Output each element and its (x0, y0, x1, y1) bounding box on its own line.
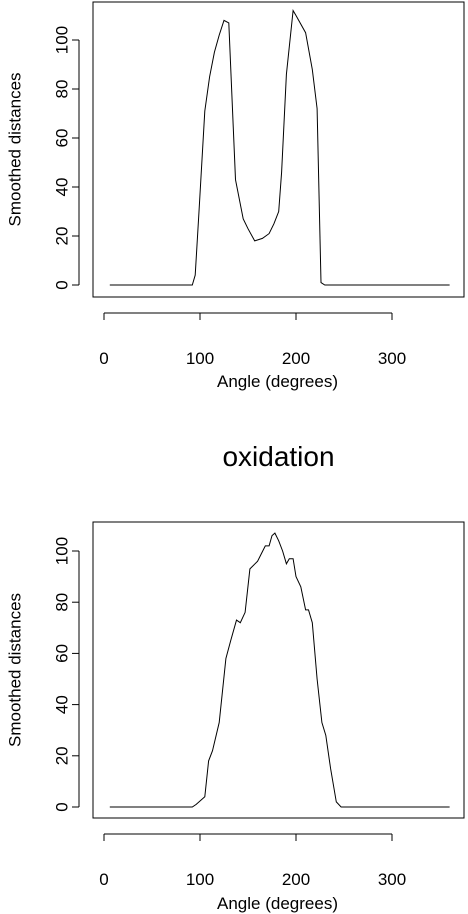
chart-2-x-tick-label: 0 (99, 870, 108, 889)
chart-2-x-tick-label: 300 (378, 870, 406, 889)
chart-2-x-axis-title: Angle (degrees) (217, 894, 338, 913)
chart-2-y-tick-label: 40 (53, 695, 72, 714)
chart-1-y-tick-label: 0 (53, 280, 72, 289)
chart-2-x-tick-label: 100 (186, 870, 214, 889)
chart-2-x-tick-label: 200 (282, 870, 310, 889)
chart-1-x-axis-title: Angle (degrees) (217, 372, 338, 391)
chart-1-x-tick-label: 200 (282, 349, 310, 368)
chart-2-series-line (109, 532, 450, 808)
chart-2-y-tick-label: 20 (53, 746, 72, 765)
chart-1-y-tick-label: 100 (53, 26, 72, 54)
chart-1-plot-frame (92, 1, 465, 298)
chart-2-y-axis-title: Smoothed distances (6, 593, 25, 747)
chart-2-y-tick-label: 0 (53, 802, 72, 811)
chart-1-y-axis-title: Smoothed distances (6, 72, 25, 226)
chart-2-y-tick-label: 80 (53, 593, 72, 612)
chart-2-y-tick-label: 100 (53, 537, 72, 565)
chart-1-series-line (109, 9, 450, 286)
chart-1-y-tick-label: 80 (53, 80, 72, 99)
chart-2-y-tick-label: 60 (53, 644, 72, 663)
chart-1-y-tick-label: 20 (53, 227, 72, 246)
chart-1-x-tick-label: 0 (99, 349, 108, 368)
chart-2-title: oxidation (222, 441, 334, 472)
chart-2-plot-frame (92, 521, 465, 819)
chart-1-x-tick-label: 300 (378, 349, 406, 368)
chart-1-y-tick-label: 60 (53, 129, 72, 148)
chart-1-y-tick-label: 40 (53, 178, 72, 197)
chart-1-x-tick-label: 100 (186, 349, 214, 368)
